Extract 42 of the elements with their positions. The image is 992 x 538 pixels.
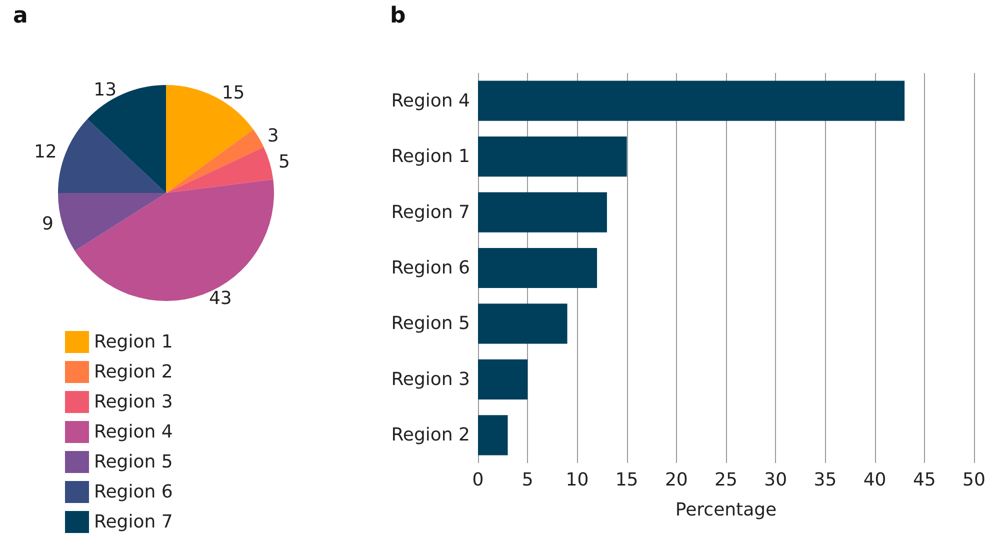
chart-title: b	[390, 4, 406, 28]
bar	[478, 415, 508, 456]
legend-label: Region 2	[94, 362, 173, 382]
x-tick-label: 35	[814, 470, 837, 490]
x-tick-label: 25	[714, 470, 738, 490]
x-tick-label: 30	[764, 470, 788, 490]
y-tick-label: Region 5	[391, 313, 470, 334]
y-tick-label: Region 1	[391, 146, 470, 168]
data-label: 43	[208, 288, 232, 309]
legend-label: Region 3	[94, 392, 173, 412]
data-label: 13	[94, 80, 117, 101]
x-tick-label: 45	[912, 470, 936, 490]
x-axis-title: Percentage	[675, 500, 777, 520]
bar	[478, 136, 627, 177]
legend-label: Region 1	[94, 332, 173, 352]
bar	[478, 192, 607, 232]
y-tick-label: Region 7	[391, 202, 470, 223]
legend-label: Region 6	[94, 482, 173, 502]
legend-label: Region 7	[94, 512, 173, 532]
data-label: 5	[278, 151, 290, 172]
x-tick-label: 20	[664, 470, 688, 490]
x-tick-label: 10	[566, 470, 589, 490]
y-tick-label: Region 6	[391, 258, 470, 278]
bar	[478, 304, 568, 344]
legend-label: Region 5	[94, 452, 173, 472]
y-tick-label: Region 2	[391, 424, 470, 446]
bar	[478, 248, 598, 288]
x-tick-label: 0	[472, 470, 484, 490]
x-tick-label: 5	[522, 470, 534, 490]
bar	[478, 80, 905, 121]
y-tick-label: Region 4	[391, 90, 470, 112]
y-tick-label: Region 3	[391, 368, 470, 390]
x-tick-label: 40	[863, 470, 886, 490]
data-label: 9	[42, 214, 54, 235]
data-label: 3	[267, 125, 279, 146]
x-tick-label: 15	[615, 470, 638, 490]
legend-label: Region 4	[94, 422, 173, 442]
chart-title: a	[13, 4, 28, 28]
x-tick-label: 50	[962, 470, 986, 490]
bar	[478, 359, 528, 400]
data-label: 12	[34, 141, 57, 162]
data-label: 15	[222, 82, 245, 104]
